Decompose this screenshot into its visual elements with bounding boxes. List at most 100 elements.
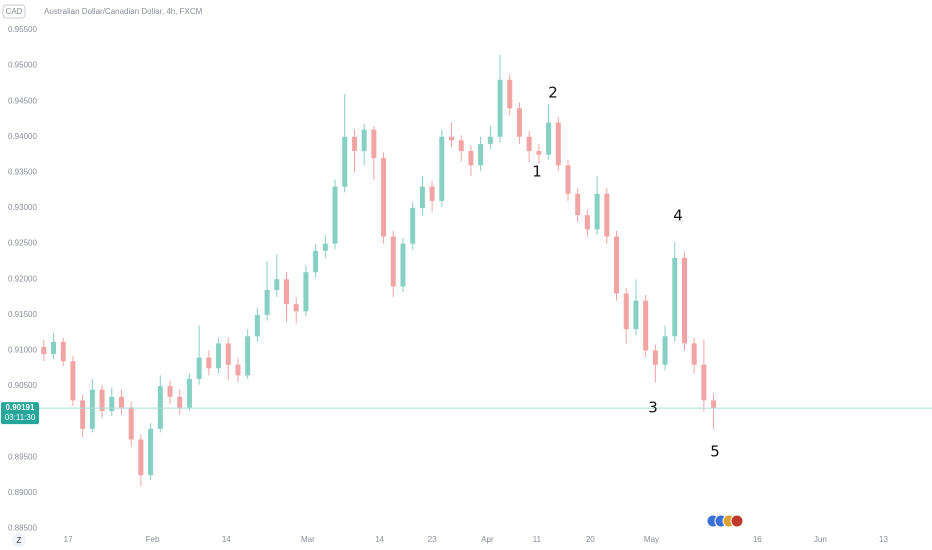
candle-body: [497, 79, 503, 137]
candle-body: [361, 129, 367, 152]
candle-body: [604, 193, 610, 237]
candle-body: [245, 336, 251, 376]
candle-body: [332, 186, 338, 244]
candle-body: [303, 272, 309, 312]
candle-body: [400, 243, 406, 287]
candle-body: [186, 378, 192, 408]
candle-body: [274, 279, 280, 290]
candle-body: [41, 346, 47, 355]
candle-body: [254, 314, 260, 337]
wave-label: 1: [532, 163, 542, 181]
candle-body: [118, 396, 124, 408]
candle-body: [283, 279, 289, 305]
candle-body: [449, 136, 455, 141]
candle-body: [516, 108, 522, 137]
candle-body: [681, 257, 687, 344]
y-tick-label: 0.94500: [8, 96, 37, 105]
candle-body: [711, 400, 717, 409]
candle-body: [633, 300, 639, 330]
candle-body: [478, 143, 484, 166]
x-tick-label: 17: [64, 535, 73, 544]
x-tick-label: Apr: [481, 535, 494, 544]
x-tick-label: 14: [222, 535, 231, 544]
candle-body: [507, 79, 513, 109]
candle-body: [216, 343, 222, 369]
wave-label: 2: [548, 84, 558, 102]
candle-body: [177, 396, 183, 408]
candle-body: [643, 300, 649, 351]
candle-body: [128, 407, 134, 440]
candle-body: [555, 122, 561, 166]
candle-body: [623, 293, 629, 330]
candle-body: [526, 136, 532, 152]
x-tick-label: 20: [586, 535, 595, 544]
chart-title: Australian Dollar/Canadian Dollar, 4h, F…: [44, 7, 203, 16]
candle-body: [546, 122, 552, 155]
candle-body: [691, 343, 697, 365]
candle-body: [652, 350, 658, 365]
candle-body: [575, 193, 581, 216]
y-tick-label: 0.91000: [8, 346, 37, 355]
last-price-label: 0.90191: [6, 403, 35, 412]
y-tick-label: 0.89000: [8, 488, 37, 497]
x-tick-label: 14: [375, 535, 384, 544]
x-tick-label: Mar: [301, 535, 315, 544]
wave-label: 4: [673, 207, 683, 225]
candle-body: [70, 361, 76, 401]
last-price-badge: [1, 402, 39, 425]
candle-body: [672, 257, 678, 337]
currency-label: CAD: [6, 7, 23, 16]
svg-text:Z: Z: [17, 536, 22, 545]
y-tick-label: 0.89500: [8, 452, 37, 461]
y-tick-label: 0.93500: [8, 168, 37, 177]
y-tick-label: 0.91500: [8, 310, 37, 319]
candle-body: [225, 343, 231, 365]
candle-body: [138, 439, 144, 476]
candle-body: [614, 236, 620, 294]
candle-body: [584, 215, 590, 230]
candle-body: [167, 386, 173, 397]
candle-body: [148, 428, 154, 476]
x-tick-label: 23: [428, 535, 437, 544]
wave-label: 5: [710, 443, 720, 461]
candle-body: [390, 236, 396, 287]
candle-body: [322, 243, 328, 251]
candle-body: [157, 386, 163, 429]
candle-body: [206, 357, 212, 369]
countdown-label: 03:11:30: [5, 413, 36, 422]
candle-body: [351, 136, 357, 152]
candle-body: [458, 140, 464, 152]
x-tick-label: Jun: [814, 535, 827, 544]
candle-body: [701, 364, 707, 401]
candle-body: [410, 208, 416, 244]
y-tick-label: 0.92500: [8, 239, 37, 248]
x-tick-label: 16: [753, 535, 762, 544]
y-tick-label: 0.92000: [8, 274, 37, 283]
event-icons: [706, 514, 744, 528]
wave-label: 3: [648, 399, 658, 417]
y-tick-label: 0.95000: [8, 61, 37, 70]
candle-body: [419, 186, 425, 209]
candle-body: [371, 129, 377, 159]
candle-body: [487, 136, 493, 144]
candle-body: [662, 336, 668, 365]
candle-body: [429, 186, 435, 201]
x-tick-label: Feb: [146, 535, 160, 544]
y-tick-label: 0.95500: [8, 25, 37, 34]
candle-body: [439, 136, 445, 201]
candle-body: [381, 158, 387, 237]
candle-body: [109, 396, 115, 412]
candle-body: [235, 364, 241, 376]
logo: Z: [12, 533, 26, 547]
y-tick-label: 0.94000: [8, 132, 37, 141]
y-tick-label: 0.88500: [8, 524, 37, 533]
candle-body: [60, 341, 66, 362]
x-tick-label: 13: [879, 535, 888, 544]
y-tick-label: 0.93000: [8, 203, 37, 212]
candle-body: [342, 136, 348, 187]
x-tick-label: May: [644, 535, 659, 544]
candle-body: [80, 400, 86, 429]
candle-body: [196, 357, 202, 379]
y-tick-label: 0.90500: [8, 381, 37, 390]
